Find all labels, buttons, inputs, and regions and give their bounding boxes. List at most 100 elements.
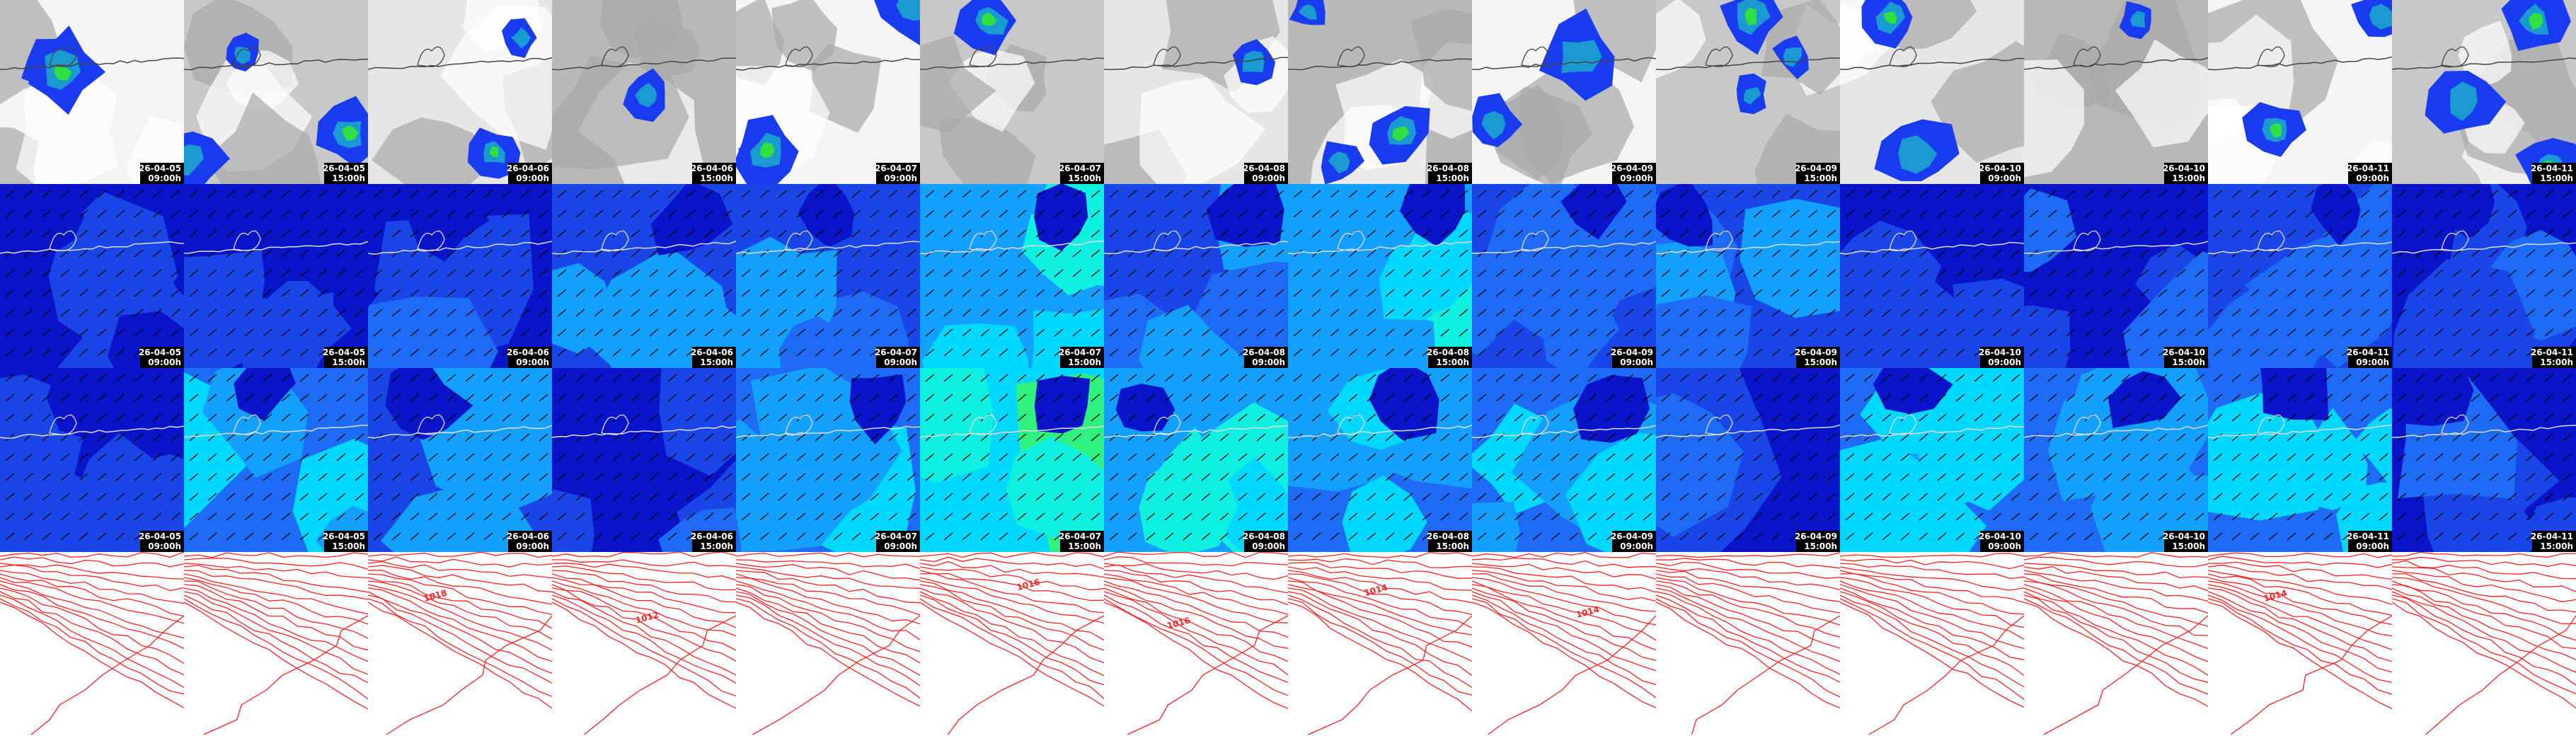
panel-content [736, 0, 920, 184]
wind-arrow [244, 209, 254, 218]
wind-arrow [2544, 249, 2554, 258]
wind-arrow [1054, 413, 1064, 422]
isobar [1868, 615, 2024, 735]
wind-arrow [244, 328, 254, 337]
wind-arrow [1459, 328, 1468, 337]
wind-arrow [2176, 229, 2186, 238]
wind-arrow [2544, 493, 2554, 501]
wind-arrow [1201, 309, 1211, 317]
wind-calm [1656, 184, 1713, 247]
wind-arrow [1403, 249, 1413, 258]
wind-arrow [410, 493, 420, 501]
wind-arrow [1275, 493, 1284, 501]
wind-arrow [1017, 348, 1027, 357]
island [1153, 414, 1181, 435]
isobar [2208, 602, 2392, 710]
wind-arrow [723, 249, 732, 258]
time-label: 15:00h [1068, 541, 1101, 551]
wind-arrow [2323, 473, 2333, 481]
wind-arrow [1164, 433, 1174, 442]
wind-arrow [263, 473, 272, 481]
date-label: 26-04-09 [1611, 163, 1653, 173]
isobar [552, 584, 736, 651]
wind-calm [2108, 371, 2182, 428]
wind-arrow [2360, 289, 2370, 297]
wind-arrow [115, 249, 125, 258]
wind-arrow [1293, 209, 1303, 218]
wind-arrow [336, 493, 346, 501]
wind-arrow [1367, 309, 1376, 317]
wind-arrow [2434, 190, 2444, 198]
timestamp-box [1060, 531, 1104, 552]
wind-arrow [299, 374, 309, 382]
wind-arrow [1219, 493, 1229, 501]
wind-arrow [1551, 328, 1560, 337]
wind-arrow [171, 374, 180, 382]
wind-arrow [907, 413, 916, 422]
wind-arrow [2287, 309, 2296, 317]
wind-arrow [1587, 413, 1597, 422]
wind-arrow [1330, 190, 1340, 198]
wind-arrow [667, 433, 677, 442]
wind-arrow [2342, 433, 2352, 442]
wind-arrow [115, 473, 125, 481]
wind-arrow [2415, 328, 2425, 337]
isobar [0, 577, 184, 624]
isobar [1104, 570, 1288, 606]
rain-core [184, 144, 205, 176]
wind-arrow [1735, 512, 1744, 521]
wind-arrow [851, 190, 861, 198]
wind-arrow [925, 413, 935, 422]
wind-arrow [925, 309, 935, 317]
isobar [1127, 615, 1288, 735]
wind-arrow [2231, 493, 2241, 501]
wind-band [1656, 393, 1744, 537]
wind-arrow [502, 209, 512, 218]
wind-arrow [1146, 269, 1156, 277]
wind-arrow [575, 512, 585, 521]
pressure-background [1104, 552, 1288, 736]
wind-arrow [207, 229, 217, 238]
wind-arrow [2471, 493, 2480, 501]
wind-arrow [42, 493, 52, 501]
wind-arrow [483, 328, 493, 337]
wind-arrow [1054, 309, 1064, 317]
wind-arrow [1532, 493, 1542, 501]
wind-arrow [1072, 249, 1082, 258]
wind-arrow [1422, 374, 1432, 382]
wind-arrow [355, 433, 364, 442]
time-label: 15:00h [1804, 173, 1837, 183]
wind-arrow [1808, 269, 1818, 277]
wind-arrow [999, 413, 1008, 422]
wind-arrow [2379, 493, 2388, 501]
rain-core [1897, 135, 1938, 174]
wind-arrow [1771, 328, 1781, 337]
wind-arrow [649, 328, 659, 337]
wind-arrow [1661, 249, 1671, 258]
wind-arrow [1661, 289, 1671, 297]
wind-arrow [2231, 433, 2241, 442]
wind-arrow [2029, 453, 2039, 461]
wind-arrow [1974, 190, 1984, 198]
wind-arrow [2489, 209, 2499, 218]
wind-arrow [1201, 328, 1211, 337]
wind-arrow [1091, 249, 1100, 258]
wind-arrow [152, 393, 162, 402]
wind-arrow [1679, 493, 1689, 501]
wind-arrow [1551, 493, 1560, 501]
wind-arrow [134, 190, 144, 198]
wind-arrow [907, 393, 916, 402]
wind-arrow [1348, 393, 1358, 402]
wind-arrow [1900, 512, 1910, 521]
wind-arrow [778, 309, 788, 317]
wind-arrow [226, 393, 236, 402]
wind-arrow [778, 209, 788, 218]
wind-arrow [1661, 532, 1671, 541]
wind-arrow [1771, 413, 1781, 422]
wind-arrow [2287, 473, 2296, 481]
wind-arrow [870, 309, 880, 317]
wind-arrow [2489, 190, 2499, 198]
pressure-background [920, 552, 1104, 736]
wind-arrow [1054, 289, 1064, 297]
wind-arrow [888, 209, 898, 218]
